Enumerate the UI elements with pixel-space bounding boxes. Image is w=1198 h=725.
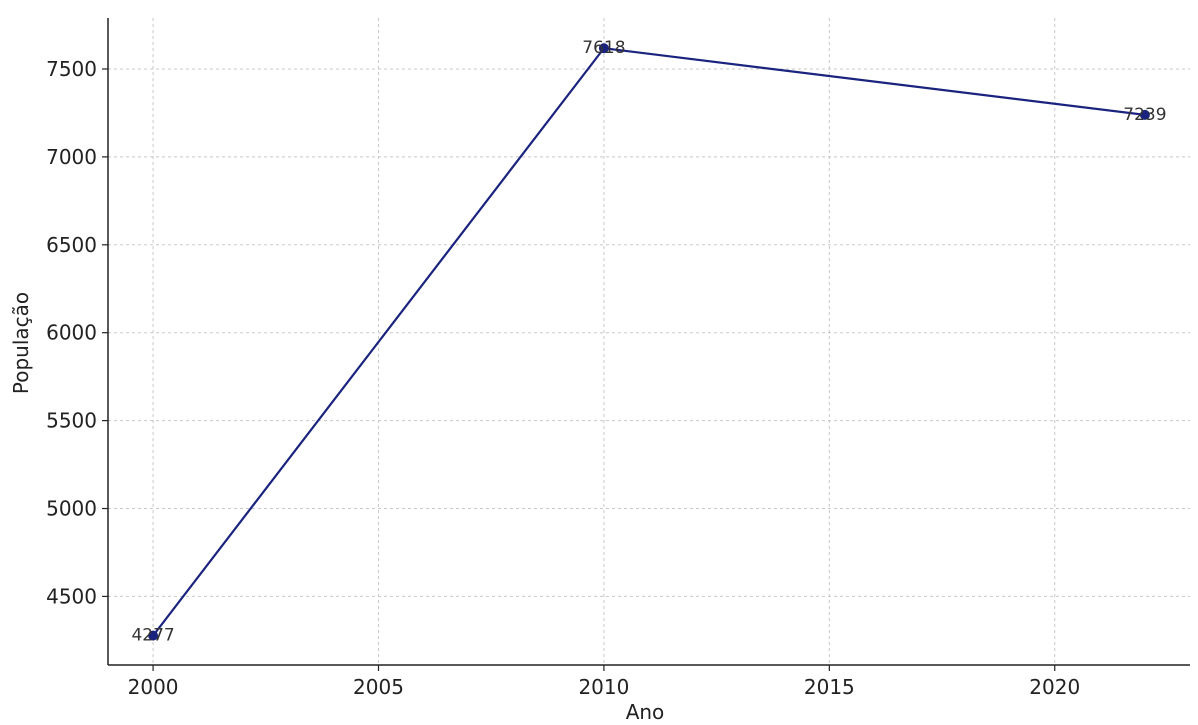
data-point-marker [598, 43, 609, 54]
axes-layer [107, 18, 1190, 666]
y-tick-label: 6500 [46, 233, 97, 257]
y-tick-label: 5000 [46, 497, 97, 521]
y-tick-label: 7500 [46, 57, 97, 81]
y-axis-label: População [9, 292, 33, 394]
x-tick-label: 2010 [578, 675, 629, 699]
y-tick-label: 6000 [46, 321, 97, 345]
data-point-label: 4277 [131, 626, 174, 646]
x-tick-label: 2005 [353, 675, 404, 699]
x-tick-label: 2020 [1029, 675, 1080, 699]
data-point-marker [148, 630, 159, 641]
data-point-marker [1139, 109, 1150, 120]
data-point-label: 7239 [1123, 105, 1166, 125]
y-tick-label: 7000 [46, 145, 97, 169]
y-tick-label: 4500 [46, 584, 97, 608]
series-layer [148, 43, 1150, 641]
data-labels-layer: 4277 7618 7239 [131, 38, 1166, 645]
x-tick-label: 2000 [128, 675, 179, 699]
series-line [152, 47, 1146, 637]
y-tick-label: 5500 [46, 409, 97, 433]
data-point-label: 7618 [582, 38, 625, 58]
ticks-layer: 2000 2005 2010 2015 2020 4500 5000 5500 6000 6500… [46, 57, 1080, 699]
x-tick-label: 2015 [804, 675, 855, 699]
x-axis-label: Ano [626, 700, 665, 724]
grid-layer [108, 18, 1190, 665]
